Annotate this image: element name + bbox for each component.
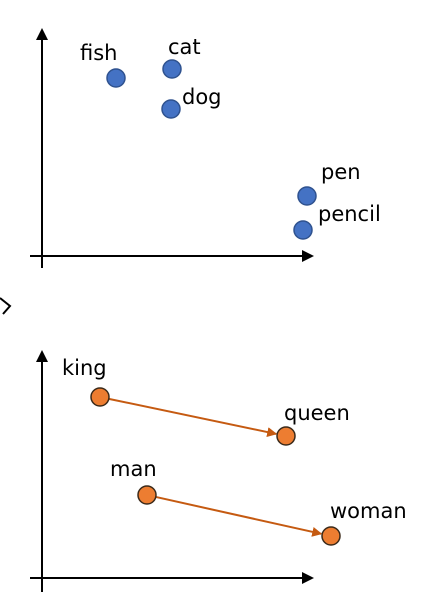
relation-arrow-man-woman [155,495,323,537]
word-label-pen: pen [321,160,361,184]
word-label-man: man [110,457,157,481]
stray-mark [0,297,12,315]
word-point-dog [161,99,181,119]
word-point-king [90,387,110,407]
word-label-king: king [62,356,107,380]
word-label-fish: fish [80,41,117,65]
word-label-cat: cat [168,35,201,59]
word-label-queen: queen [284,401,350,425]
bottom-plot: king queen man woman [30,350,407,592]
word-label-woman: woman [330,499,407,523]
word-point-fish [106,68,126,88]
word-point-pen [297,186,317,206]
word-point-queen [276,426,296,446]
word-point-woman [321,526,341,546]
word-label-dog: dog [182,85,222,109]
word-label-pencil: pencil [318,202,381,226]
relation-arrow-king-queen [108,397,278,437]
top-plot: fish cat dog pen pencil [30,28,381,268]
word-point-man [137,485,157,505]
word-point-cat [162,59,182,79]
word-point-pencil [293,220,313,240]
